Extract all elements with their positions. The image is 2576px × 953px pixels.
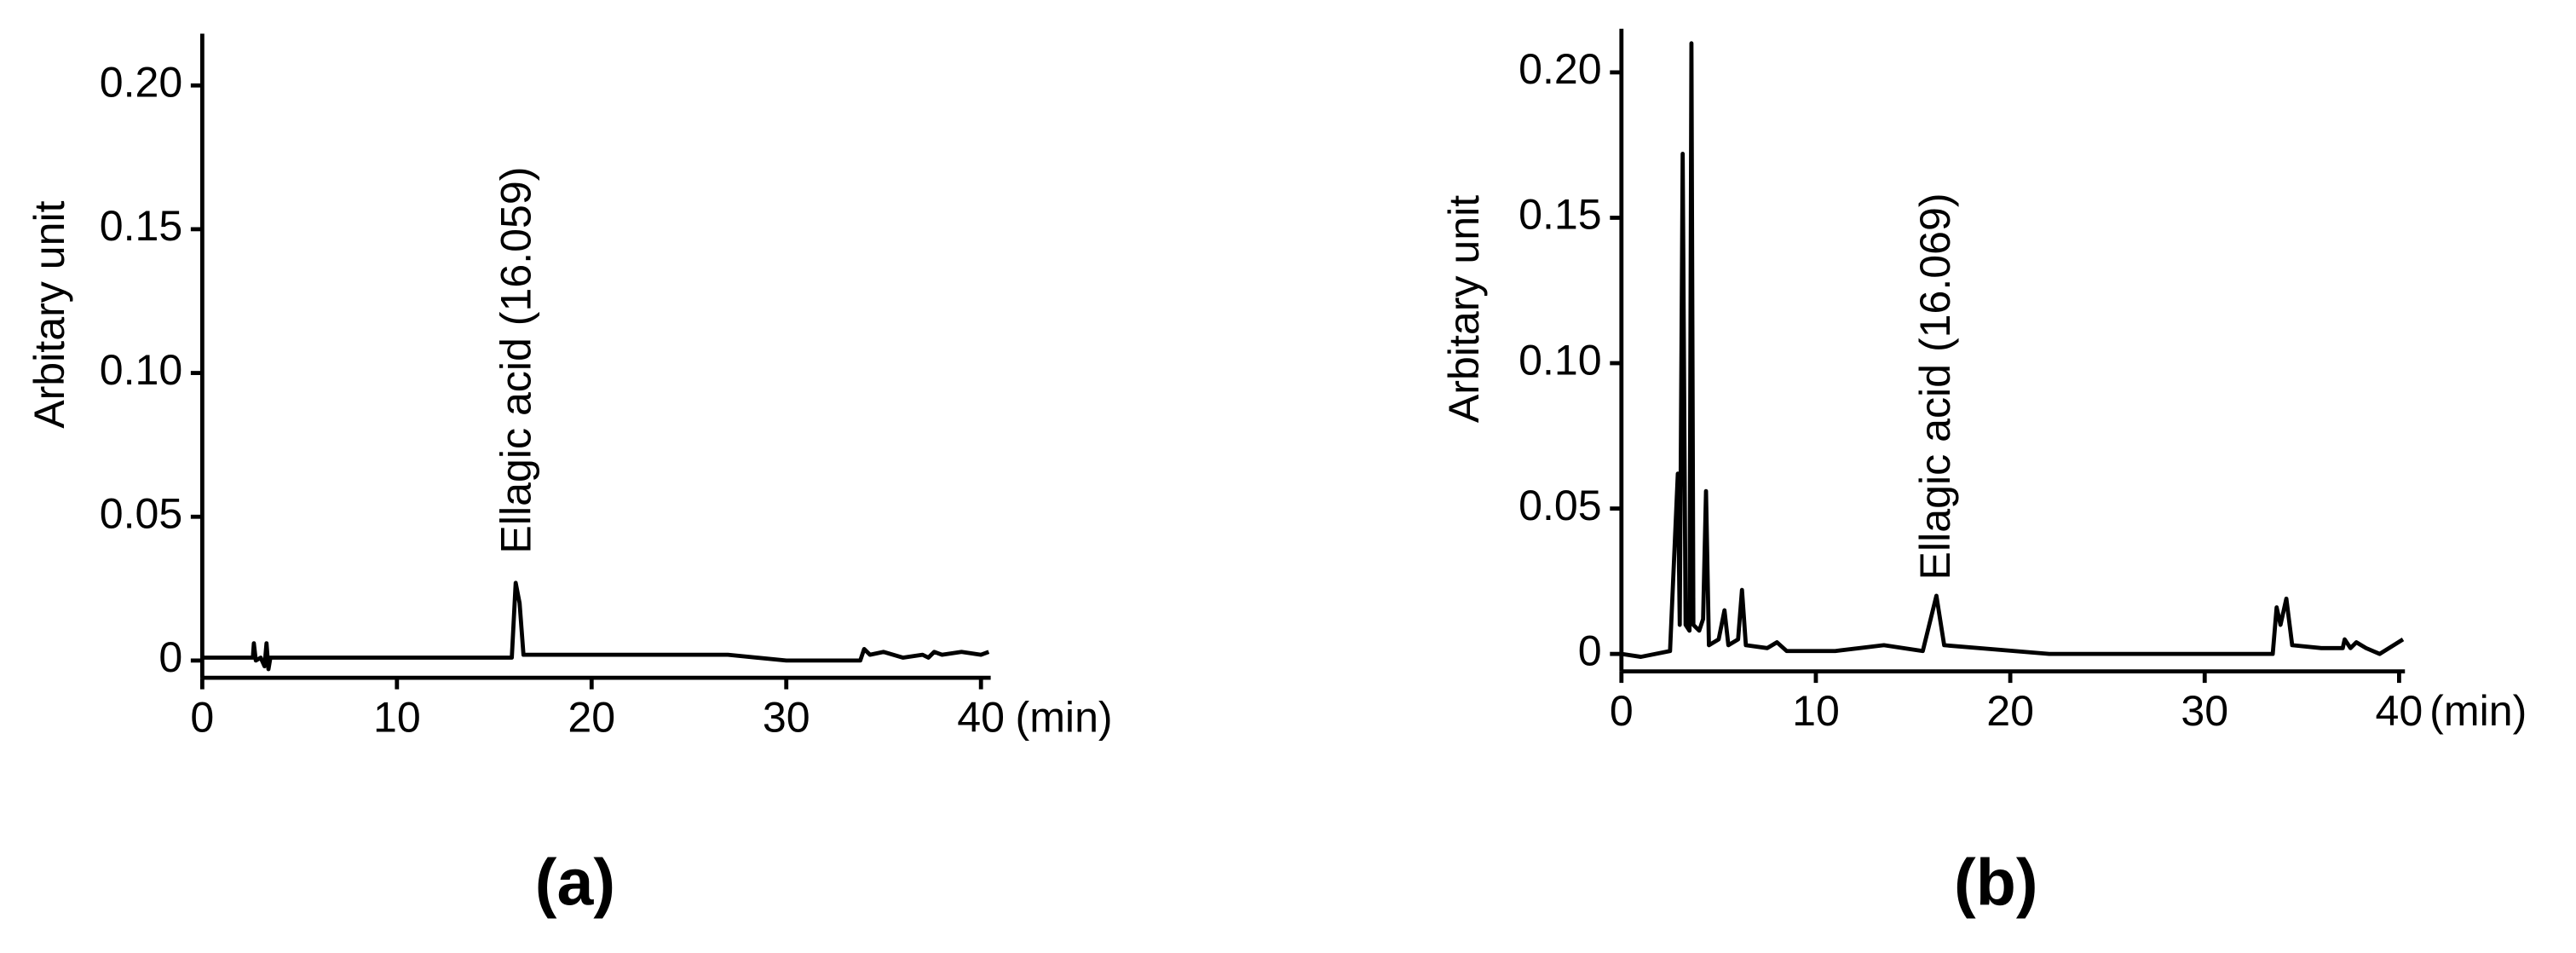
x-tick-label: 10 — [1792, 687, 1840, 735]
chart-panel: 0 0.05 0.10 0.15 0.20 0 10 20 30 40 (min) Arbitary … — [1440, 28, 2527, 919]
x-tick-label: 20 — [568, 693, 615, 741]
y-tick-label: 0.15 — [100, 202, 183, 250]
y-axis-label: Arbitary unit — [1440, 195, 1488, 423]
y-axis-label: Arbitary unit — [26, 200, 73, 428]
peak-annotation: Ellagic acid (16.069) — [1911, 193, 1959, 580]
y-tick-label: 0 — [1578, 627, 1602, 674]
x-tick-label: 30 — [2181, 687, 2228, 735]
x-tick-label: 0 — [190, 693, 214, 741]
chromatogram-line — [1621, 41, 2405, 659]
chromatogram-line — [202, 580, 990, 672]
y-tick-label: 0.05 — [1519, 482, 1602, 529]
chart-panel: 0 0.05 0.10 0.15 0.20 0 10 20 30 40 (min) Arbitary … — [26, 33, 1113, 919]
x-tick-label: 10 — [373, 693, 421, 741]
x-axis-label: (min) — [1016, 693, 1113, 741]
y-tick-label: 0.10 — [1519, 336, 1602, 384]
y-tick-label: 0 — [158, 633, 182, 681]
x-tick-label: 30 — [763, 693, 810, 741]
panel-label: (a) — [535, 846, 615, 919]
panel-label: (b) — [1954, 846, 2037, 919]
x-tick-label: 20 — [1986, 687, 2034, 735]
y-tick-label: 0.20 — [1519, 45, 1602, 93]
x-tick-label: 40 — [2376, 687, 2423, 735]
x-tick-label: 0 — [1610, 687, 1634, 735]
x-axis-label: (min) — [2429, 687, 2527, 735]
x-tick-label: 40 — [957, 693, 1005, 741]
y-tick-label: 0.10 — [100, 346, 183, 394]
peak-annotation: Ellagic acid (16.059) — [493, 167, 540, 554]
y-tick-label: 0.05 — [100, 489, 183, 537]
y-tick-label: 0.20 — [100, 58, 183, 106]
y-tick-label: 0.15 — [1519, 191, 1602, 239]
